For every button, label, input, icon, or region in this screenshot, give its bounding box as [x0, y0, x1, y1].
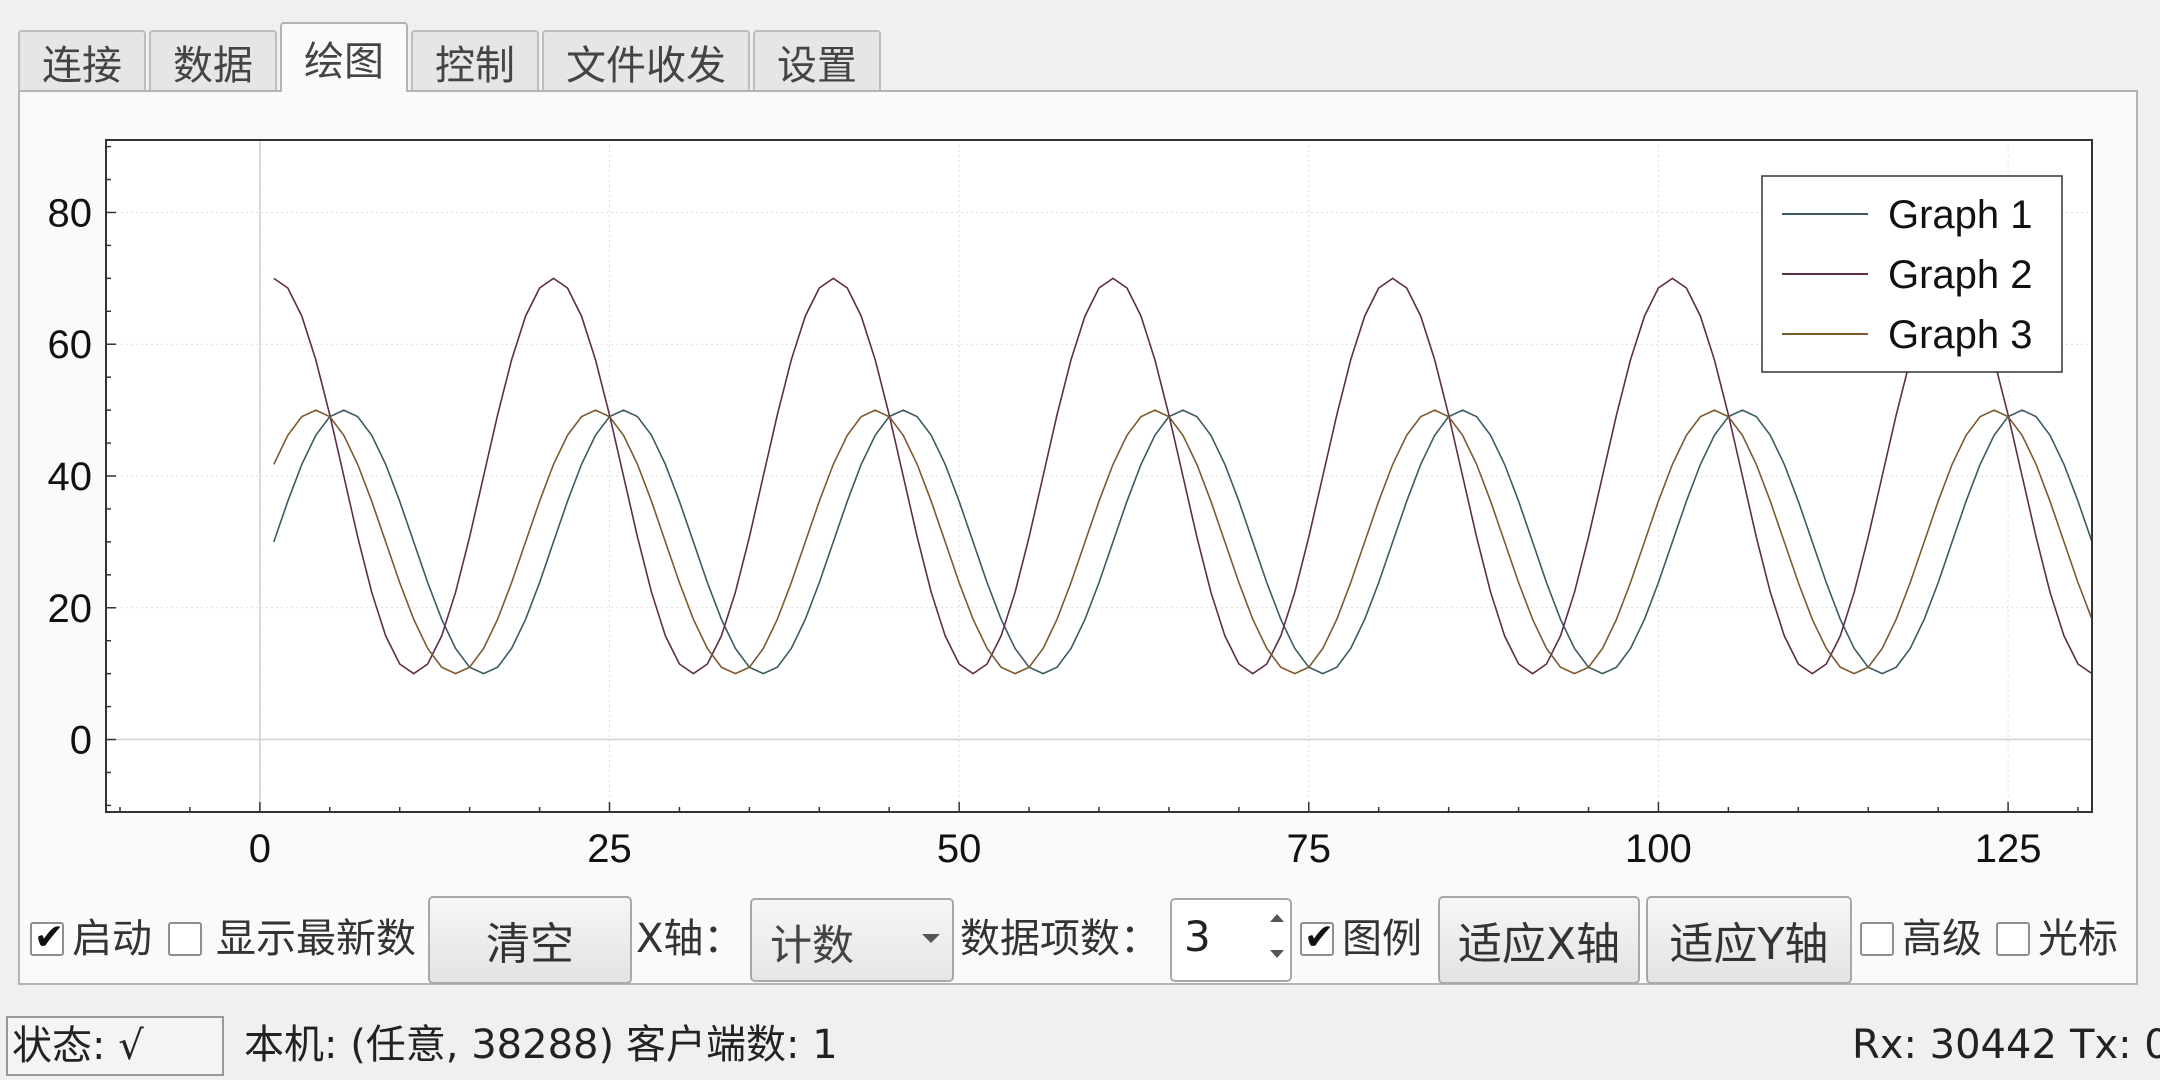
x-tick-label: 25: [587, 827, 632, 871]
tab-data[interactable]: 数据: [149, 30, 277, 92]
tab-file-transfer[interactable]: 文件收发: [542, 30, 750, 92]
x-tick-label: 125: [1975, 827, 2042, 871]
clear-button[interactable]: 清空: [428, 896, 632, 984]
fit-x-axis-button[interactable]: 适应X轴: [1438, 896, 1640, 984]
y-tick-label: 80: [48, 191, 93, 235]
tab-control[interactable]: 控制: [411, 30, 539, 92]
series-line-3: [273, 409, 2093, 675]
data-items-spinbox[interactable]: 3: [1170, 898, 1292, 982]
tab-plot[interactable]: 绘图: [280, 22, 408, 92]
local-address: 本机: (任意, 38288): [244, 1022, 615, 1068]
legend-entry-2: Graph 2: [1888, 253, 2033, 297]
y-tick-label: 0: [70, 719, 92, 763]
plot-panel: 0 25 50 75 100 125 0 20 40 60 80 Graph 1 Graph 2 Grap…: [18, 90, 2138, 985]
plot-area[interactable]: 0 25 50 75 100 125 0 20 40 60 80 Graph 1 Graph 2 Grap…: [20, 92, 2136, 882]
client-count: 客户端数: 1: [626, 1022, 838, 1068]
y-tick-label: 20: [48, 587, 93, 631]
tab-connect[interactable]: 连接: [18, 30, 146, 92]
tx-counter: Tx: 0: [2070, 1022, 2160, 1068]
x-axis-label: X轴：: [636, 916, 744, 962]
spin-up-icon[interactable]: [1270, 914, 1284, 922]
advanced-checkbox[interactable]: [1860, 922, 1894, 956]
spin-down-icon[interactable]: [1270, 950, 1284, 958]
x-axis-select[interactable]: 计数: [750, 898, 954, 982]
tab-settings[interactable]: 设置: [753, 30, 881, 92]
x-tick-label: 75: [1287, 827, 1332, 871]
cursor-label: 光标: [2038, 916, 2118, 962]
x-tick-label: 50: [937, 827, 982, 871]
legend-entry-3: Graph 3: [1888, 313, 2033, 357]
legend-entry-1: Graph 1: [1888, 193, 2033, 237]
tab-bar: 连接 数据 绘图 控制 文件收发 设置: [18, 22, 884, 92]
x-tick-label: 100: [1625, 827, 1692, 871]
chevron-down-icon: [922, 934, 940, 943]
advanced-label: 高级: [1902, 916, 1982, 962]
checkmark-icon: ✔: [1304, 917, 1335, 958]
start-label: 启动: [72, 916, 152, 962]
start-checkbox[interactable]: ✔: [30, 918, 64, 958]
show-latest-label: 显示最新数: [216, 916, 416, 962]
data-items-label: 数据项数：: [960, 916, 1160, 962]
series-line-1: [273, 409, 2093, 675]
y-tick-label: 60: [48, 323, 93, 367]
fit-y-axis-button[interactable]: 适应Y轴: [1646, 896, 1852, 984]
series-line-2: [273, 277, 2093, 675]
rx-counter: Rx: 30442: [1852, 1022, 2057, 1068]
x-axis-select-value: 计数: [770, 921, 855, 970]
legend-checkbox[interactable]: ✔: [1300, 918, 1334, 958]
y-tick-label: 40: [48, 455, 93, 499]
show-latest-checkbox[interactable]: [168, 922, 202, 956]
cursor-checkbox[interactable]: [1996, 922, 2030, 956]
checkmark-icon: ✔: [34, 917, 65, 958]
data-items-value: 3: [1184, 912, 1211, 961]
status-indicator: 状态: √: [6, 1016, 224, 1076]
x-tick-label: 0: [249, 827, 271, 871]
legend-label: 图例: [1342, 916, 1422, 962]
